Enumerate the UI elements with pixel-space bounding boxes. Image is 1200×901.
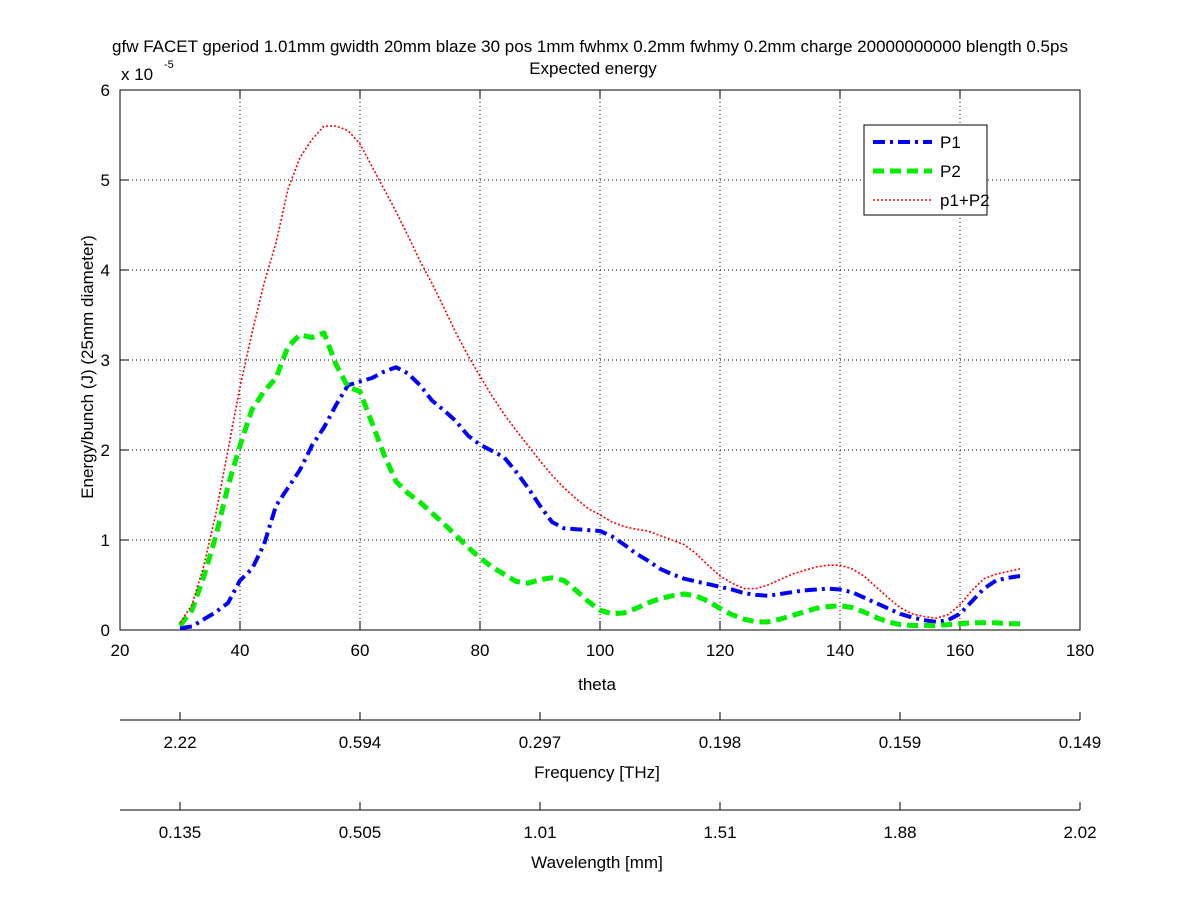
legend-label-2: P2 bbox=[940, 162, 961, 181]
y-tick-label: 1 bbox=[101, 531, 110, 550]
secondary-axis-tick-label: 0.297 bbox=[519, 733, 562, 752]
secondary-axis-tick-label: 0.505 bbox=[339, 823, 382, 842]
secondary-axis-tick-label: 0.198 bbox=[699, 733, 742, 752]
y-tick-label: 4 bbox=[101, 261, 110, 280]
secondary-axis-tick-label: 1.51 bbox=[703, 823, 736, 842]
y-tick-label: 2 bbox=[101, 441, 110, 460]
secondary-axes: 2.22 0.594 0.297 0.198 0.159 0.149 Frequency [… bbox=[120, 712, 1101, 872]
series-line-1 bbox=[179, 365, 1021, 631]
y-tick-label: 3 bbox=[101, 351, 110, 370]
secondary-axis-label: Frequency [THz] bbox=[534, 763, 660, 782]
series-lines bbox=[178, 125, 1021, 631]
x-tick-label: 80 bbox=[471, 641, 490, 660]
series-line-2 bbox=[178, 330, 1020, 628]
secondary-axis-tick-label: 0.135 bbox=[159, 823, 202, 842]
secondary-axis-tick-label: 0.159 bbox=[879, 733, 922, 752]
secondary-axis-tick-label: 1.01 bbox=[523, 823, 556, 842]
secondary-axis-tick-label: 0.149 bbox=[1059, 733, 1102, 752]
legend-label-3: p1+P2 bbox=[940, 191, 990, 210]
x-tick-label: 100 bbox=[586, 641, 614, 660]
secondary-axis-tick-label: 2.22 bbox=[163, 733, 196, 752]
x-tick-label: 180 bbox=[1066, 641, 1094, 660]
y-axis-label: Energy/bunch (J) (25mm diameter) bbox=[78, 235, 97, 499]
secondary-axis-tick-label: 2.02 bbox=[1063, 823, 1096, 842]
secondary-axis-tick-label: 1.88 bbox=[883, 823, 916, 842]
y-exponent-base: x 10 bbox=[121, 65, 153, 84]
x-tick-label: 140 bbox=[826, 641, 854, 660]
y-exponent-label: x 10 -5 bbox=[121, 59, 174, 84]
x-tick-label: 60 bbox=[351, 641, 370, 660]
x-tick-label: 120 bbox=[706, 641, 734, 660]
chart-subtitle: Expected energy bbox=[529, 59, 657, 78]
y-tick-label: 6 bbox=[101, 81, 110, 100]
secondary-axis-1: 2.22 0.594 0.297 0.198 0.159 0.149 Frequency [… bbox=[120, 712, 1101, 782]
secondary-axis-2: 0.135 0.505 1.01 1.51 1.88 2.02 Wavelength [mm… bbox=[120, 802, 1097, 872]
y-tick-label: 0 bbox=[101, 621, 110, 640]
x-tick-label: 40 bbox=[231, 641, 250, 660]
legend: P1 P2 p1+P2 bbox=[863, 124, 990, 216]
x-tick-label: 20 bbox=[111, 641, 130, 660]
y-tick-label: 5 bbox=[101, 171, 110, 190]
x-axis-label: theta bbox=[578, 675, 616, 694]
y-exponent-power: -5 bbox=[164, 59, 174, 71]
x-tick-label: 160 bbox=[946, 641, 974, 660]
main-axis-ticks: 20 40 60 80 100 120 140 160 180 0 1 2 3 4 5 6 bbox=[101, 81, 1095, 660]
secondary-axis-label: Wavelength [mm] bbox=[531, 853, 663, 872]
grid-lines bbox=[120, 90, 1080, 630]
chart-title: gfw FACET gperiod 1.01mm gwidth 20mm bla… bbox=[112, 37, 1068, 56]
legend-label-1: P1 bbox=[940, 133, 961, 152]
secondary-axis-tick-label: 0.594 bbox=[339, 733, 382, 752]
series-line-3 bbox=[179, 125, 1021, 624]
